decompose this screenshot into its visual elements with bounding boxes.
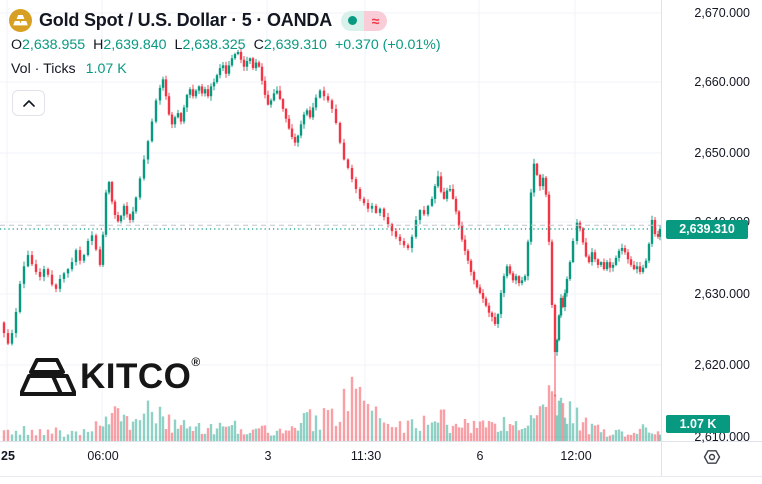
time-axis-label: 3 [264,449,272,463]
price-axis-label: 2,650.000 [694,146,750,160]
time-axis[interactable] [0,442,762,476]
close-value: 2,639.310 [263,37,327,53]
price-axis-label: 2,620.000 [694,358,750,372]
close-label: C [253,37,264,53]
price-axis-label: 2,660.000 [694,75,750,89]
price-axis-label: 2,610.000 [694,430,750,444]
volume-row: Vol · Ticks 1.07 K [11,61,127,77]
registered-mark: ® [191,355,201,369]
delayed-data-icon: ≈ [364,10,388,31]
price-axis-label: 2,630.000 [694,287,750,301]
current-volume-badge: 1.07 K [666,415,730,433]
symbol-title[interactable]: Gold Spot / U.S. Dollar · 5 · OANDA [39,10,333,30]
kitco-gold-bars-icon [20,358,76,396]
volume-label: Vol · Ticks [11,61,76,77]
open-value: 2,638.955 [22,37,86,53]
ohlc-row: O2,638.955 H2,639.840 L2,638.325 C2,639.310… [11,37,441,53]
time-axis-label: 25 [1,449,15,463]
open-label: O [11,37,23,53]
collapse-header-button[interactable] [12,90,45,116]
time-axis-label: 06:00 [87,449,119,463]
last-price-badge: 2,639.310 [666,219,748,239]
price-axis-border [661,0,662,476]
kitco-brand-text: KITCO [80,357,192,396]
low-label: L [174,37,183,53]
low-value: 2,638.325 [182,37,246,53]
volume-value: 1.07 K [85,61,127,77]
price-change: +0.370 (+0.01%) [334,37,441,53]
gold-symbol-icon [9,9,32,32]
time-axis-border [0,441,762,442]
high-value: 2,639.840 [103,37,167,53]
time-axis-label: 6 [476,449,484,463]
chevron-up-icon [22,99,35,107]
widget-bottom-border [0,476,762,477]
market-status-pill[interactable]: ≈ [341,10,388,31]
time-axis-label: 12:00 [560,449,592,463]
price-axis-label: 2,670.000 [694,6,750,20]
axis-settings-hexagon-icon[interactable] [701,446,723,468]
kitco-watermark: KITCO ® [20,355,201,399]
high-label: H [93,37,104,53]
market-open-dot-icon [341,10,365,31]
time-axis-label: 11:30 [350,449,382,463]
